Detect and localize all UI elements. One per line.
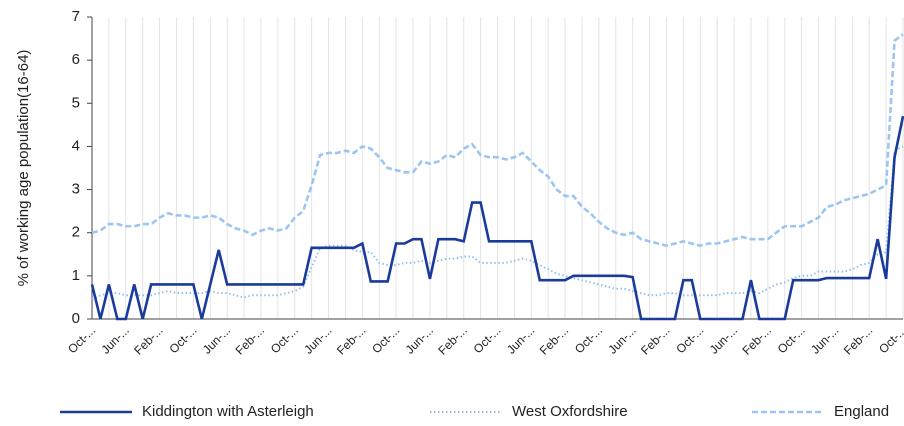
x-tick-label: Feb-... — [841, 323, 875, 357]
x-tick-label: Jun-... — [605, 323, 638, 356]
x-tick-label: Feb-... — [131, 323, 165, 357]
x-tick-label: Jun-... — [200, 323, 233, 356]
y-tick-label: 4 — [72, 137, 80, 154]
y-tick-label: 0 — [72, 310, 80, 327]
y-tick-label: 7 — [72, 8, 80, 25]
x-tick-label: Jun-... — [98, 323, 131, 356]
x-tick-label: Jun-... — [301, 323, 334, 356]
x-tick-label: Oct-... — [166, 323, 199, 356]
series-line — [90, 115, 904, 321]
x-tick-label: Oct-... — [673, 323, 706, 356]
x-tick-label: Oct-... — [268, 323, 301, 356]
y-axis-label: % of working age population(16-64) — [15, 50, 32, 287]
x-tick-label: Oct-... — [65, 323, 98, 356]
x-tick-label: Jun-... — [707, 323, 740, 356]
x-tick-label: Oct-... — [572, 323, 605, 356]
legend-label: West Oxfordshire — [512, 403, 628, 420]
x-tick-label: Feb-... — [435, 323, 469, 357]
y-tick-label: 1 — [72, 267, 80, 284]
x-tick-label: Feb-... — [638, 323, 672, 357]
y-tick-label: 6 — [72, 51, 80, 68]
x-tick-label: Oct-... — [369, 323, 402, 356]
x-tick-label: Jun-... — [808, 323, 841, 356]
y-tick-label: 5 — [72, 94, 80, 111]
series-line — [91, 33, 904, 247]
x-tick-label: Feb-... — [334, 323, 368, 357]
x-tick-label: Oct-... — [471, 323, 504, 356]
x-tick-label: Feb-... — [537, 323, 571, 357]
x-tick-label: Feb-... — [233, 323, 267, 357]
y-tick-label: 2 — [72, 224, 80, 241]
x-tick-label: Oct-... — [876, 323, 904, 356]
y-tick-label: 3 — [72, 181, 80, 198]
legend-label: England — [834, 403, 889, 420]
x-tick-label: Jun-... — [403, 323, 436, 356]
x-tick-label: Jun-... — [504, 323, 537, 356]
x-tick-label: Oct-... — [775, 323, 808, 356]
legend-label: Kiddington with Asterleigh — [142, 403, 314, 420]
x-tick-label: Feb-... — [740, 323, 774, 357]
